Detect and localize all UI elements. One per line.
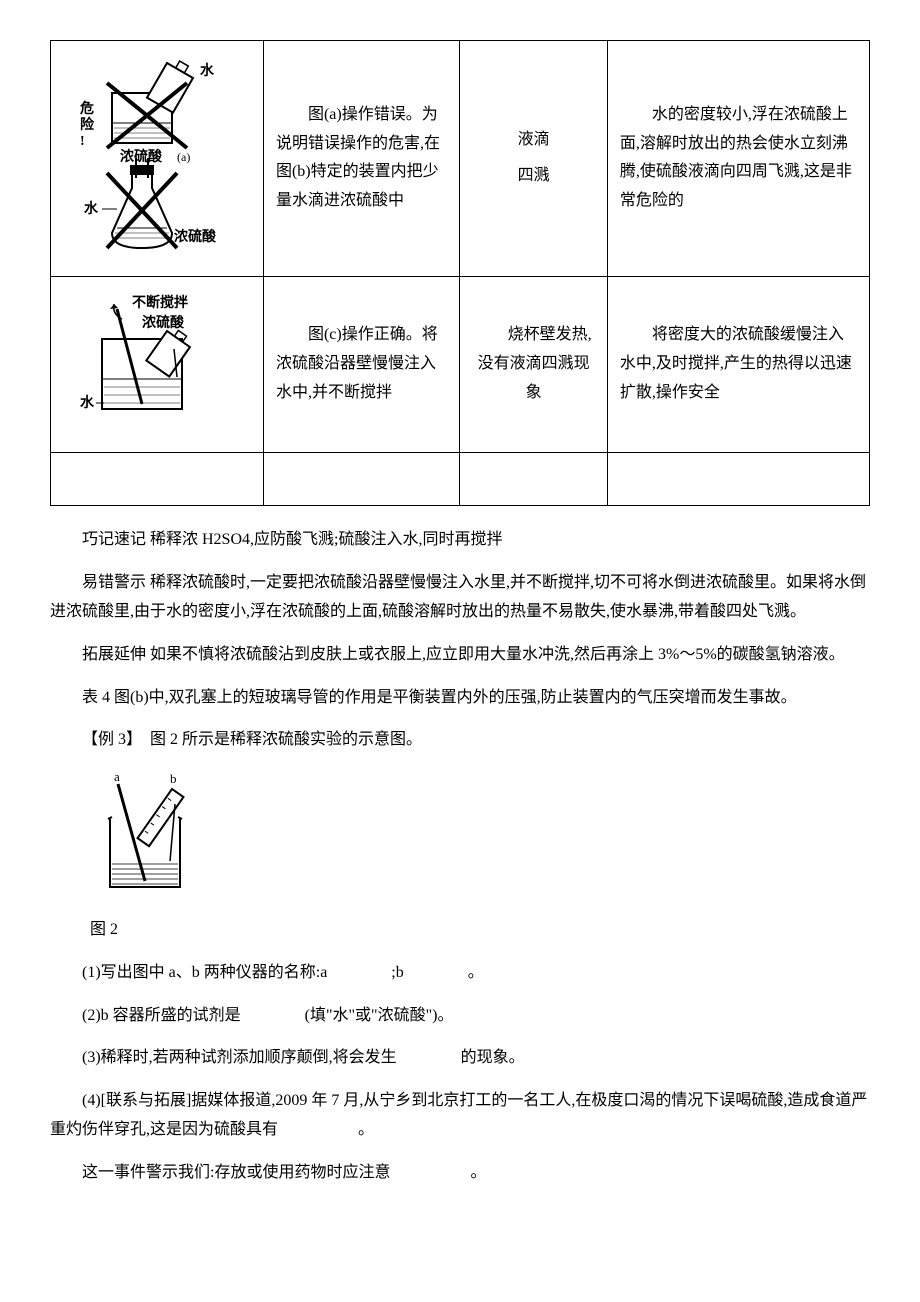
phenomenon-cell: 烧杯壁发热,没有液滴四溅现象 [460, 276, 607, 452]
example-title: 【例 3】 图 2 所示是稀释浓硫酸实验的示意图。 [50, 726, 870, 755]
acid-label-correct: 浓硫酸 [142, 314, 185, 331]
empty-cell [460, 452, 607, 506]
empty-cell [51, 452, 264, 506]
explanation-cell: 将密度大的浓硫酸缓慢注入水中,及时搅拌,产生的热得以迅速扩散,操作安全 [607, 276, 869, 452]
table-row: 不断搅拌 浓硫酸 水 图(c)操作正确。将浓硫酸沿器壁慢慢注入水中,并不断搅拌 … [51, 276, 870, 452]
question-3: (3)稀释时,若两种试剂添加顺序颠倒,将会发生 的现象。 [50, 1044, 870, 1073]
table-row-empty [51, 452, 870, 506]
water-label-left: 水 [84, 200, 99, 217]
figure2-label-b: b [170, 771, 177, 786]
diagram-cell-correct: 不断搅拌 浓硫酸 水 [51, 276, 264, 452]
warning-text: 危险! [79, 100, 95, 149]
svg-text:(a): (a) [177, 150, 190, 164]
question-1: (1)写出图中 a、b 两种仪器的名称:a ;b 。 [50, 959, 870, 988]
figure-caption: 图 2 [90, 916, 870, 945]
operation-cell: 图(a)操作错误。为说明错误操作的危害,在图(b)特定的装置内把少量水滴进浓硫酸… [263, 41, 460, 277]
phenomenon-line1: 液滴 [472, 126, 594, 155]
diagram-cell-wrong: 危险! 水 [51, 41, 264, 277]
experiment-table: 危险! 水 [50, 40, 870, 506]
acid-label-bottom: 浓硫酸 [174, 228, 217, 245]
warning-paragraph: 易错警示 稀释浓硫酸时,一定要把浓硫酸沿器壁慢慢注入水里,并不断搅拌,切不可将水… [50, 569, 870, 627]
empty-cell [263, 452, 460, 506]
water-label-correct: 水 [80, 394, 95, 411]
question-4-sub: 这一事件警示我们:存放或使用药物时应注意 。 [50, 1159, 870, 1188]
table4-note: 表 4 图(b)中,双孔塞上的短玻璃导管的作用是平衡装置内外的压强,防止装置内的… [50, 684, 870, 713]
question-2: (2)b 容器所盛的试剂是 (填"水"或"浓硫酸")。 [50, 1002, 870, 1031]
table-row: 危险! 水 [51, 41, 870, 277]
figure2-label-a: a [114, 769, 120, 784]
stir-label: 不断搅拌 [132, 294, 188, 311]
memory-tip: 巧记速记 稀释浓 H2SO4,应防酸飞溅;硫酸注入水,同时再搅拌 [50, 526, 870, 555]
operation-cell: 图(c)操作正确。将浓硫酸沿器壁慢慢注入水中,并不断搅拌 [263, 276, 460, 452]
phenomenon-line2: 四溅 [472, 162, 594, 191]
empty-cell [607, 452, 869, 506]
diagram-correct-operation: 不断搅拌 浓硫酸 水 [72, 289, 242, 440]
extension-paragraph: 拓展延伸 如果不慎将浓硫酸沾到皮肤上或衣服上,应立即用大量水冲洗,然后再涂上 3… [50, 641, 870, 670]
figure-2: a b [90, 769, 870, 910]
acid-label-mid: 浓硫酸 [120, 148, 163, 165]
diagram-wrong-operation: 危险! 水 [72, 53, 242, 264]
explanation-cell: 水的密度较小,浮在浓硫酸上面,溶解时放出的热会使水立刻沸腾,使硫酸液滴向四周飞溅… [607, 41, 869, 277]
phenomenon-cell: 液滴 四溅 [460, 41, 607, 277]
question-4: (4)[联系与拓展]据媒体报道,2009 年 7 月,从宁乡到北京打工的一名工人… [50, 1087, 870, 1145]
water-label-top: 水 [200, 62, 215, 79]
